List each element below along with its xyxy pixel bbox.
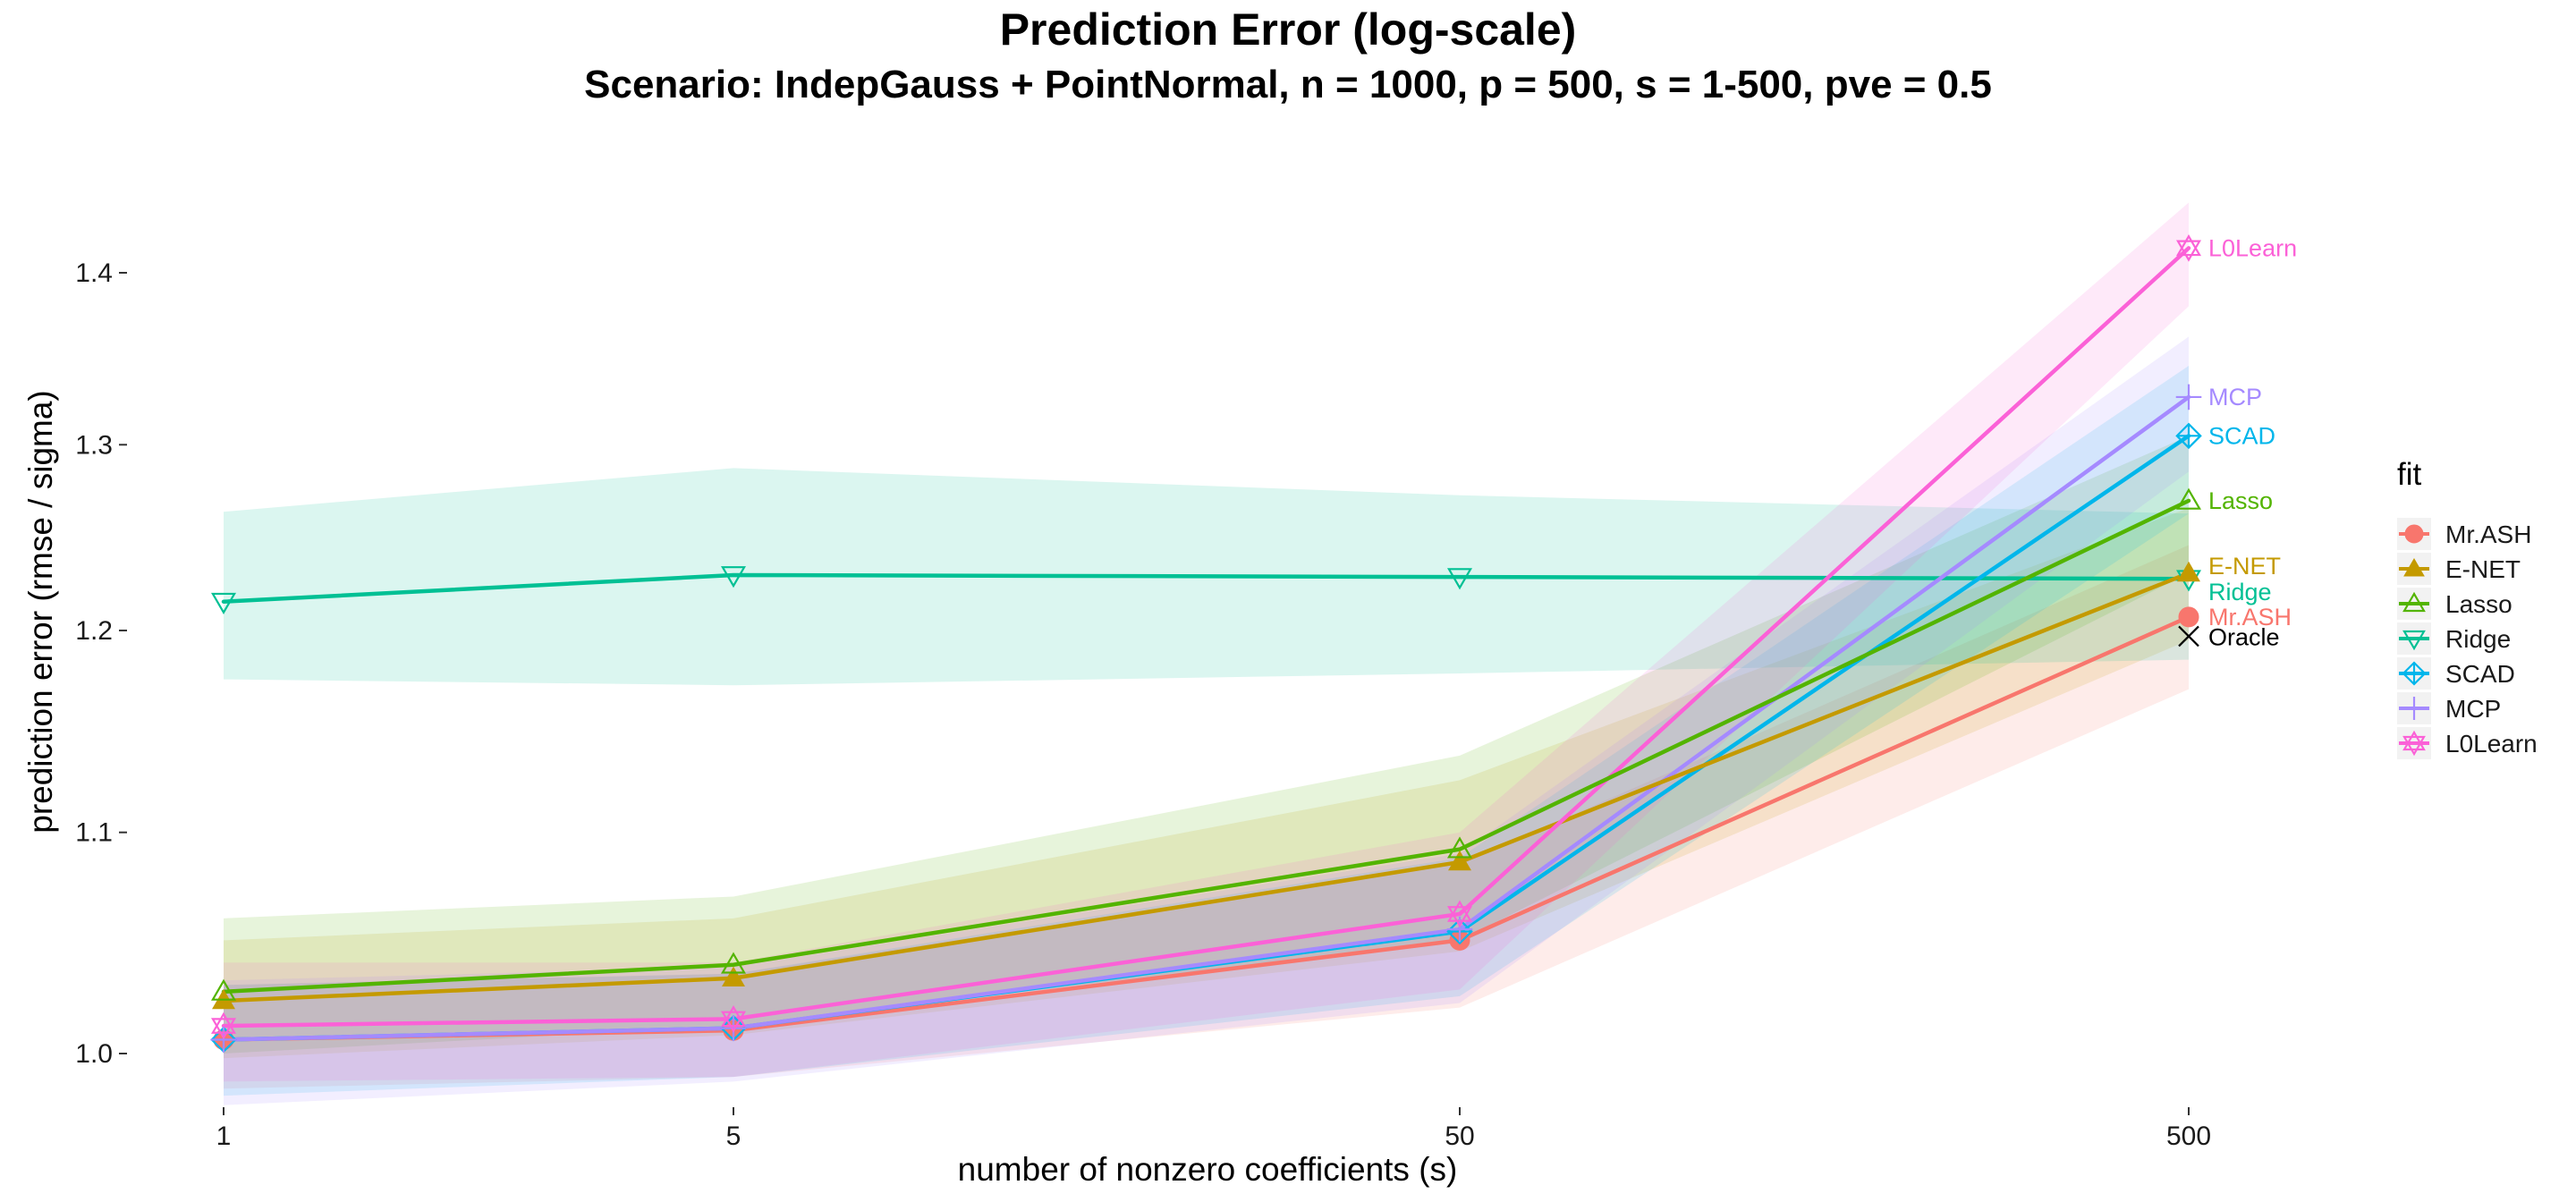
point-oracle xyxy=(2178,625,2199,648)
point-e-net-5 xyxy=(722,966,745,987)
line-e-net xyxy=(221,571,2191,1003)
point-mcp-5 xyxy=(720,1015,747,1041)
line-ridge xyxy=(221,572,2191,604)
y-tick-label-3: 1.3 xyxy=(75,430,113,460)
point-lasso-50 xyxy=(1446,836,1473,859)
legend-label: E-NET xyxy=(2445,555,2521,583)
point-l0learn-50 xyxy=(1446,900,1473,928)
legend-key-marker xyxy=(2402,661,2427,686)
end-label-lasso: Lasso xyxy=(2208,487,2273,514)
legend-key-marker xyxy=(2402,697,2426,720)
legend-item-mr-ash: Mr.ASH xyxy=(2397,518,2531,550)
legend-label: Ridge xyxy=(2445,625,2511,653)
y-tick-label-4: 1.4 xyxy=(75,258,113,288)
end-label-l0learn: L0Learn xyxy=(2208,234,2297,261)
band-lasso xyxy=(224,436,2189,1054)
end-label-e-net: E-NET xyxy=(2208,553,2281,580)
point-scad-500 xyxy=(2175,422,2202,450)
point-mcp-1 xyxy=(210,1027,237,1053)
legend-key-marker xyxy=(2402,630,2426,651)
legend-item-ridge: Ridge xyxy=(2397,622,2511,655)
end-label-scad: SCAD xyxy=(2208,422,2275,449)
legend-label: Lasso xyxy=(2445,590,2512,618)
point-ridge-1 xyxy=(210,592,237,615)
x-tick-label-1: 5 xyxy=(726,1122,741,1151)
legend-key-marker xyxy=(2402,730,2426,757)
series-end-labels: Mr.ASH E-NET Lasso Ridge SCAD MCP L0Learn Oracl… xyxy=(2208,234,2297,650)
end-label-mcp: MCP xyxy=(2208,384,2262,411)
point-lasso-5 xyxy=(720,952,747,974)
series-markers xyxy=(210,233,2202,1054)
end-label-ridge: Ridge xyxy=(2208,579,2272,605)
legend-key-marker xyxy=(2404,524,2424,544)
x-tick-label-0: 1 xyxy=(216,1122,232,1151)
point-lasso-500 xyxy=(2175,487,2202,510)
chart-title: Prediction Error (log-scale) xyxy=(999,4,1577,55)
point-l0learn-1 xyxy=(210,1012,237,1040)
legend-label: Mr.ASH xyxy=(2445,521,2531,548)
legend-item-lasso: Lasso xyxy=(2397,588,2512,620)
x-tick-label-3: 500 xyxy=(2166,1122,2211,1151)
legend-label: SCAD xyxy=(2445,660,2515,688)
legend-item-l0learn: L0Learn xyxy=(2397,727,2538,759)
x-tick-label-2: 50 xyxy=(1445,1122,1474,1151)
band-e-net xyxy=(224,508,2189,1059)
line-lasso xyxy=(221,498,2191,995)
y-axis-label: prediction error (rmse / sigma) xyxy=(22,390,59,834)
legend-key-marker xyxy=(2403,558,2425,577)
axes: 1.0 1.1 1.2 1.3 1.4 1 5 50 500 number of nonzero … xyxy=(22,258,2211,1188)
legend-label: L0Learn xyxy=(2445,730,2538,758)
point-ridge-50 xyxy=(1446,568,1473,590)
point-ridge-5 xyxy=(720,566,747,588)
point-e-net-500 xyxy=(2177,561,2200,582)
legend-title: fit xyxy=(2397,457,2422,492)
point-lasso-1 xyxy=(210,978,237,1001)
y-tick-label-1: 1.1 xyxy=(75,818,113,848)
legend: fit Mr.ASH E-NET Lasso Ridge SCAD MCP L0Learn xyxy=(2397,457,2538,759)
legend-item-mcp: MCP xyxy=(2397,692,2501,724)
legend-label: MCP xyxy=(2445,695,2501,723)
point-l0learn-500 xyxy=(2175,233,2202,262)
point-mr-ash-500 xyxy=(2178,606,2199,628)
y-tick-label-2: 1.2 xyxy=(75,616,113,646)
point-e-net-50 xyxy=(1448,850,1471,871)
series-lines xyxy=(221,246,2191,1042)
point-l0learn-5 xyxy=(720,1004,747,1033)
y-tick-label-0: 1.0 xyxy=(75,1039,113,1069)
end-label-oracle: Oracle xyxy=(2208,623,2280,650)
line-l0learn xyxy=(221,246,2191,1028)
end-label-mr-ash: Mr.ASH xyxy=(2208,604,2292,631)
legend-item-scad: SCAD xyxy=(2397,657,2515,690)
legend-key-marker xyxy=(2402,591,2426,613)
x-axis-label: number of nonzero coefficients (s) xyxy=(958,1151,1458,1188)
legend-item-e-net: E-NET xyxy=(2397,553,2521,585)
line-mcp xyxy=(221,394,2191,1042)
chart-subtitle: Scenario: IndepGauss + PointNormal, n = … xyxy=(584,63,1992,106)
point-mcp-500 xyxy=(2175,384,2202,411)
